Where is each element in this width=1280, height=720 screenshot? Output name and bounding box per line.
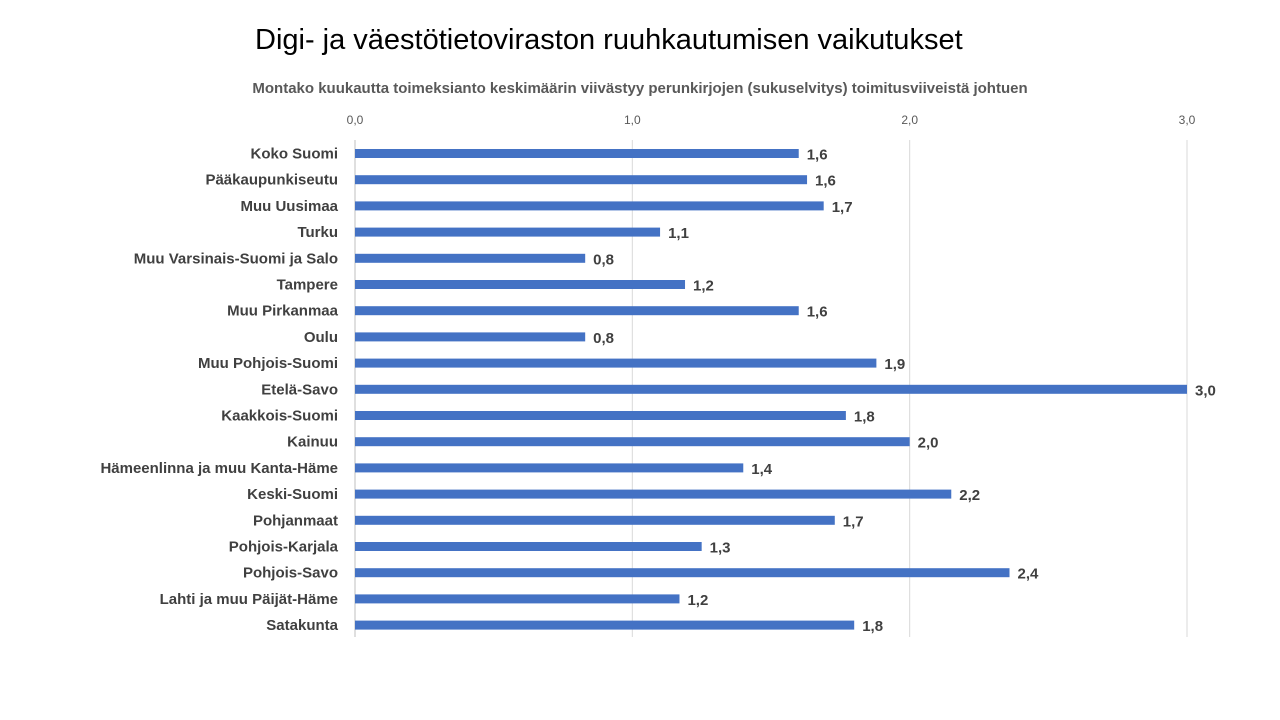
value-labels: 1,6 1,6 1,7 1,1 0,8 1,2 1,6 0,8 1,9 3,0 1,8 2,0 1,4 2… <box>593 147 1216 636</box>
value-label: 1,1 <box>668 225 689 242</box>
bar <box>355 437 910 447</box>
bar <box>355 463 744 473</box>
value-label: 1,7 <box>843 513 864 530</box>
value-label: 1,2 <box>687 592 708 609</box>
category-label: Muu Pirkanmaa <box>227 303 339 320</box>
bar <box>355 489 952 499</box>
category-label: Etelä-Savo <box>261 381 338 398</box>
value-label: 1,7 <box>832 199 853 216</box>
category-label: Muu Pohjois-Suomi <box>198 355 338 372</box>
bar <box>355 358 877 368</box>
bar <box>355 620 855 630</box>
value-label: 3,0 <box>1195 382 1216 399</box>
value-label: 0,8 <box>593 251 614 268</box>
category-label: Muu Varsinais-Suomi ja Salo <box>134 250 338 267</box>
bar <box>355 332 586 342</box>
bar <box>355 227 661 237</box>
value-label: 2,2 <box>959 487 980 504</box>
x-tick-label: 2,0 <box>901 113 918 127</box>
page-title: Digi- ja väestötietoviraston ruuhkautumi… <box>255 24 963 56</box>
category-labels: Koko Suomi Pääkaupunkiseutu Muu Uusimaa Tur… <box>100 146 338 635</box>
bar <box>355 149 799 158</box>
value-label: 2,0 <box>918 435 939 452</box>
bar <box>355 594 680 604</box>
category-label: Keski-Suomi <box>247 486 338 503</box>
bar <box>355 280 686 289</box>
category-label: Tampere <box>277 277 338 294</box>
bar <box>355 175 808 185</box>
value-label: 0,8 <box>593 330 614 347</box>
value-label: 2,4 <box>1018 566 1040 583</box>
value-label: 1,4 <box>751 461 773 478</box>
x-tick-label: 0,0 <box>347 113 364 127</box>
category-label: Kaakkois-Suomi <box>221 408 338 425</box>
x-axis-ticks: 0,0 1,0 2,0 3,0 <box>347 113 1196 127</box>
bar <box>355 411 846 420</box>
category-label: Hämeenlinna ja muu Kanta-Häme <box>100 460 338 477</box>
bar <box>355 306 799 316</box>
chart-title: Montako kuukautta toimeksianto keskimäär… <box>252 80 1028 97</box>
category-label: Satakunta <box>266 617 338 634</box>
value-label: 1,2 <box>693 278 714 295</box>
value-label: 1,9 <box>884 356 905 373</box>
x-tick-label: 3,0 <box>1179 113 1196 127</box>
bar <box>355 253 586 263</box>
category-label: Koko Suomi <box>250 146 338 163</box>
category-label: Pohjois-Karjala <box>229 539 339 556</box>
category-label: Muu Uusimaa <box>240 198 338 215</box>
bar <box>355 568 1010 578</box>
category-label: Oulu <box>304 329 338 346</box>
category-label: Turku <box>297 224 338 241</box>
bar <box>355 384 1187 394</box>
category-label: Pohjois-Savo <box>243 565 338 582</box>
value-label: 1,8 <box>862 618 883 635</box>
value-label: 1,8 <box>854 409 875 426</box>
x-tick-label: 1,0 <box>624 113 641 127</box>
bar <box>355 542 702 551</box>
value-label: 1,3 <box>710 540 731 557</box>
category-label: Pohjanmaat <box>253 512 338 529</box>
category-label: Lahti ja muu Päijät-Häme <box>160 591 338 608</box>
bar <box>355 515 835 525</box>
value-label: 1,6 <box>807 304 828 321</box>
bars <box>355 149 1187 630</box>
category-label: Kainuu <box>287 434 338 451</box>
value-label: 1,6 <box>815 173 836 190</box>
value-label: 1,6 <box>807 147 828 164</box>
bar <box>355 201 824 211</box>
category-label: Pääkaupunkiseutu <box>205 172 338 189</box>
